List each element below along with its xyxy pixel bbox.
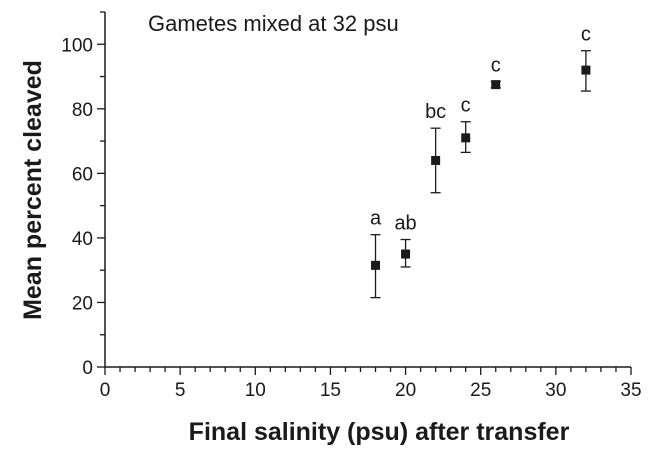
x-axis-label: Final salinity (psu) after transfer <box>189 418 570 446</box>
x-tick-label: 15 <box>320 380 341 401</box>
data-point-group: c <box>580 24 591 92</box>
x-tick-label: 20 <box>395 380 416 401</box>
significance-label: bc <box>425 101 446 123</box>
significance-label: c <box>581 24 591 46</box>
y-tick-label: 40 <box>72 229 93 250</box>
x-tick-label: 30 <box>545 380 566 401</box>
data-point <box>491 80 501 90</box>
x-tick-label: 0 <box>100 380 111 401</box>
y-tick-label: 0 <box>82 358 93 379</box>
data-point <box>401 249 411 259</box>
data-point-group: ab <box>394 213 417 268</box>
significance-label: c <box>461 95 471 117</box>
data-point-group: a <box>370 208 382 299</box>
data-point <box>371 260 381 270</box>
y-axis-label: Mean percent cleaved <box>19 60 47 320</box>
x-tick-label: 10 <box>245 380 266 401</box>
y-tick-label: 60 <box>72 164 93 185</box>
chart-title: Gametes mixed at 32 psu <box>148 11 399 36</box>
data-point <box>461 133 471 143</box>
data-point <box>581 65 591 75</box>
significance-label: ab <box>394 213 416 235</box>
axes <box>104 12 631 368</box>
data-point <box>431 155 441 165</box>
x-tick-label: 35 <box>620 380 641 401</box>
y-tick-label: 20 <box>72 293 93 314</box>
data-point-group: c <box>490 54 501 90</box>
y-tick-label: 80 <box>72 100 93 121</box>
data-point-group: c <box>460 95 471 154</box>
significance-label: a <box>370 208 382 230</box>
x-tick-label: 5 <box>175 380 186 401</box>
ticks: 0 5 10 15 20 25 30 35 0 20 40 60 80 100 <box>61 11 642 401</box>
x-tick-label: 25 <box>470 380 491 401</box>
data-point-group: bc <box>425 101 446 194</box>
y-tick-label: 100 <box>61 35 93 56</box>
significance-label: c <box>491 54 501 76</box>
